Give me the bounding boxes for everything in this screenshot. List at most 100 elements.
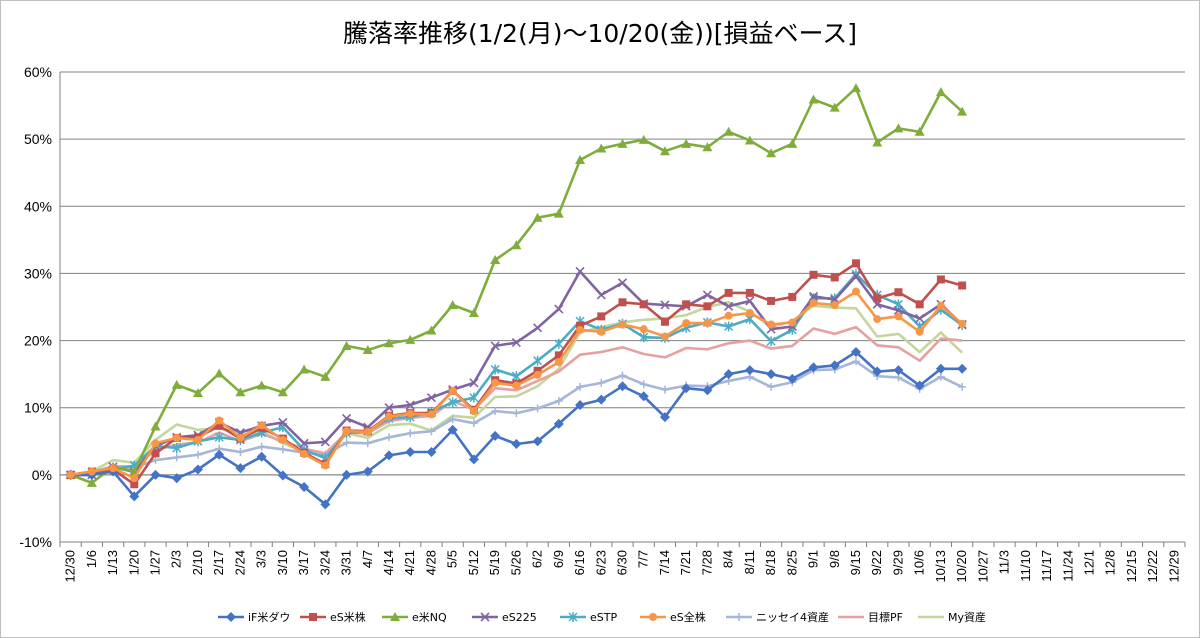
legend-item: eS米株	[300, 610, 366, 624]
legend-item: 目標PF	[838, 610, 903, 624]
data-point	[703, 302, 712, 311]
x-tick-label: 9/15	[848, 550, 863, 575]
y-tick-label: -10%	[19, 534, 52, 550]
data-point	[512, 409, 521, 418]
legend-marker	[390, 612, 400, 621]
data-point	[299, 481, 310, 492]
x-tick-label: 3/10	[275, 550, 290, 575]
data-point	[405, 400, 415, 410]
data-point	[935, 87, 946, 97]
data-point	[659, 146, 670, 156]
x-tick-label: 12/22	[1145, 550, 1160, 583]
data-point	[958, 281, 967, 290]
data-point	[766, 369, 777, 380]
data-point	[192, 464, 203, 475]
data-point	[576, 321, 585, 330]
data-point	[278, 435, 287, 444]
data-point	[215, 416, 224, 425]
data-point	[341, 413, 352, 424]
data-point	[872, 137, 883, 147]
data-point	[533, 370, 542, 379]
data-point	[745, 296, 755, 306]
data-point	[172, 443, 182, 453]
x-tick-label: 10/20	[954, 550, 969, 583]
data-point	[767, 296, 776, 305]
data-point	[448, 397, 458, 408]
data-point	[490, 364, 500, 375]
x-tick-label: 9/22	[869, 550, 884, 575]
x-tick-label: 7/14	[657, 550, 672, 575]
data-point	[617, 381, 628, 392]
legend-marker	[649, 613, 657, 621]
data-point	[66, 470, 75, 479]
data-point	[363, 427, 372, 436]
data-point	[745, 288, 754, 297]
data-point	[596, 143, 607, 153]
data-point	[703, 319, 712, 328]
y-axis-ticks: -10% 0% 10% 20% 30% 40% 50% 60%	[19, 64, 52, 550]
chart-title: 騰落率推移(1/2(月)〜10/20(金))[損益ベース]	[343, 19, 857, 48]
data-point	[554, 358, 563, 367]
x-tick-label: 8/4	[721, 550, 736, 568]
data-point	[532, 436, 543, 447]
data-point	[724, 301, 734, 311]
data-point	[681, 138, 692, 148]
data-point	[936, 301, 945, 310]
data-point	[851, 287, 860, 296]
data-point	[192, 387, 203, 397]
data-point	[597, 327, 606, 336]
data-point	[915, 313, 925, 323]
legend-item: e米NQ	[382, 611, 447, 624]
data-point	[553, 208, 564, 218]
legend-item: iF米ダウ	[218, 610, 290, 624]
data-point	[447, 424, 458, 435]
x-tick-label: 12/29	[1166, 550, 1181, 583]
data-point	[406, 409, 415, 418]
x-tick-label: 11/24	[1060, 550, 1075, 582]
data-point	[915, 300, 924, 309]
data-point	[109, 464, 118, 473]
x-tick-label: 4/14	[381, 550, 396, 575]
data-point	[809, 298, 818, 307]
data-point	[469, 407, 478, 416]
y-tick-label: 10%	[24, 400, 52, 416]
data-point	[872, 366, 883, 377]
data-point	[554, 304, 564, 314]
data-point	[362, 344, 373, 354]
data-point	[277, 470, 288, 481]
data-point	[172, 453, 181, 462]
x-tick-label: 2/10	[190, 550, 205, 575]
data-point	[617, 278, 628, 288]
data-point	[724, 311, 733, 320]
data-point	[554, 338, 564, 349]
data-point	[468, 454, 479, 465]
legend-label: 目標PF	[868, 610, 903, 624]
data-point	[363, 439, 372, 448]
data-point	[682, 319, 691, 328]
data-point	[469, 378, 479, 388]
data-point	[277, 387, 288, 397]
data-point	[744, 365, 755, 376]
legend-label: eS米株	[330, 610, 366, 624]
legend-label: My資産	[948, 611, 986, 624]
data-point	[151, 439, 160, 448]
data-point	[554, 397, 563, 405]
x-tick-label: 4/21	[402, 550, 417, 575]
data-point	[873, 315, 882, 324]
data-point	[723, 126, 734, 136]
data-point	[342, 427, 351, 436]
data-point	[511, 240, 522, 250]
data-point	[130, 474, 139, 483]
x-tick-label: 8/25	[784, 550, 799, 575]
x-tick-label: 5/26	[508, 550, 523, 575]
x-tick-label: 6/2	[530, 550, 545, 568]
data-point	[830, 273, 839, 282]
data-point	[596, 394, 607, 405]
data-point	[129, 491, 140, 502]
data-point	[533, 355, 543, 366]
data-point	[427, 410, 436, 419]
data-point	[448, 415, 457, 424]
data-point	[405, 334, 416, 344]
data-point	[638, 134, 649, 144]
data-point	[172, 433, 181, 442]
